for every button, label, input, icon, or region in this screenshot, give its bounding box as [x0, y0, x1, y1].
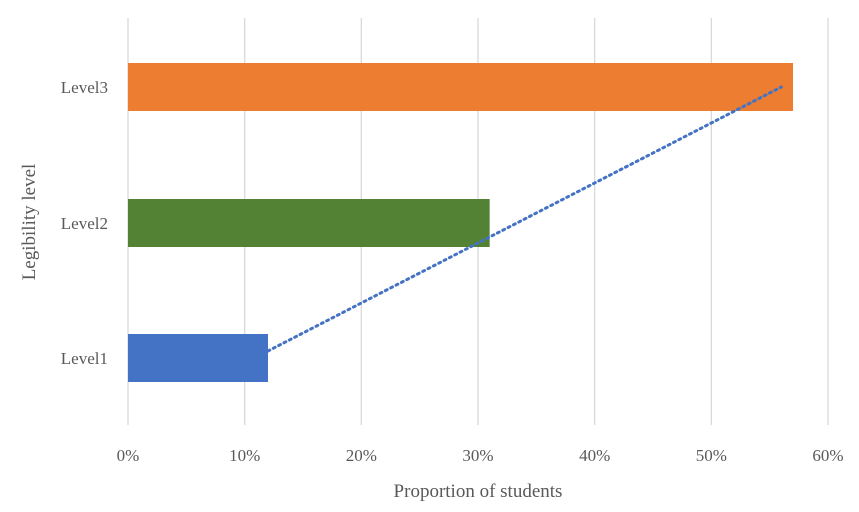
x-tick-label: 50%: [696, 446, 727, 465]
bar-level2: [128, 199, 490, 247]
y-axis-title: Legibility level: [19, 164, 40, 281]
x-tick-label: 0%: [117, 446, 140, 465]
x-tick-label: 60%: [812, 446, 843, 465]
x-tick-label: 40%: [579, 446, 610, 465]
x-tick-labels: 0% 10% 20% 30% 40% 50% 60%: [117, 446, 844, 465]
x-tick-label: 30%: [462, 446, 493, 465]
trendline-layer: [266, 85, 783, 353]
x-tick-label: 10%: [229, 446, 260, 465]
y-tick-label: Level3: [61, 78, 108, 97]
y-tick-label: Level1: [61, 349, 108, 368]
y-tick-label: Level2: [61, 214, 108, 233]
bar-level1: [128, 334, 268, 382]
y-tick-labels: Level1 Level2 Level3: [61, 78, 108, 368]
x-tick-label: 20%: [346, 446, 377, 465]
trendline: [266, 85, 783, 353]
bars: [128, 63, 793, 382]
bar-level3: [128, 63, 793, 111]
x-axis-title: Proportion of students: [394, 481, 563, 502]
